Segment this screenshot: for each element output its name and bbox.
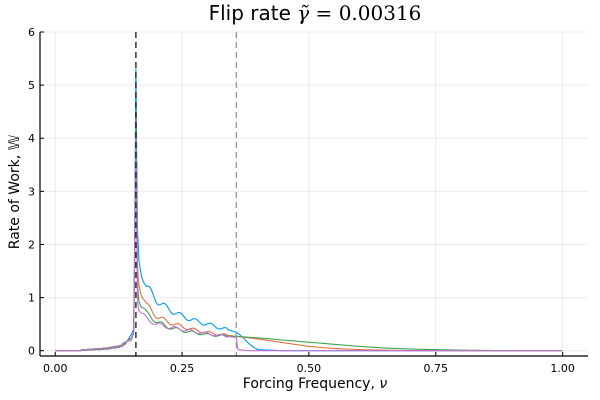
x-tick-label: 0.00	[43, 362, 68, 375]
y-ticks: 0 1 2 3 4 5 6	[28, 26, 44, 358]
y-axis-label: Rate of Work, 𝕎	[7, 134, 23, 249]
y-axis-label-symbol: 𝕎	[7, 134, 23, 150]
grid	[40, 31, 588, 356]
reference-lines	[135, 32, 238, 356]
chart-title: Flip rate γ̃ = 0.00316	[209, 1, 422, 25]
x-axis-label: Forcing Frequency, ν	[243, 376, 388, 392]
y-tick-label: 3	[28, 185, 35, 198]
x-ticks: 0.00 0.25 0.50 0.75 1.00	[43, 352, 575, 375]
series-line-4	[55, 137, 563, 352]
title-value: 0.00316	[339, 1, 422, 25]
y-axis-label-text: Rate of Work,	[7, 150, 23, 249]
y-tick-label: 4	[28, 132, 35, 145]
x-tick-label: 0.50	[297, 362, 322, 375]
y-tick-label: 2	[28, 238, 35, 251]
y-tick-label: 1	[28, 292, 35, 305]
y-tick-label: 6	[28, 26, 35, 39]
y-tick-label: 0	[28, 345, 35, 358]
title-equals: =	[309, 1, 338, 25]
x-axis-label-symbol: ν	[379, 376, 387, 392]
x-axis-label-text: Forcing Frequency,	[243, 376, 380, 392]
y-tick-label: 5	[28, 79, 35, 92]
x-tick-label: 1.00	[550, 362, 575, 375]
title-prefix: Flip rate	[209, 1, 298, 25]
x-tick-label: 0.75	[424, 362, 449, 375]
x-tick-label: 0.25	[170, 362, 195, 375]
series-layer	[55, 68, 563, 352]
title-symbol: γ̃	[297, 1, 309, 25]
